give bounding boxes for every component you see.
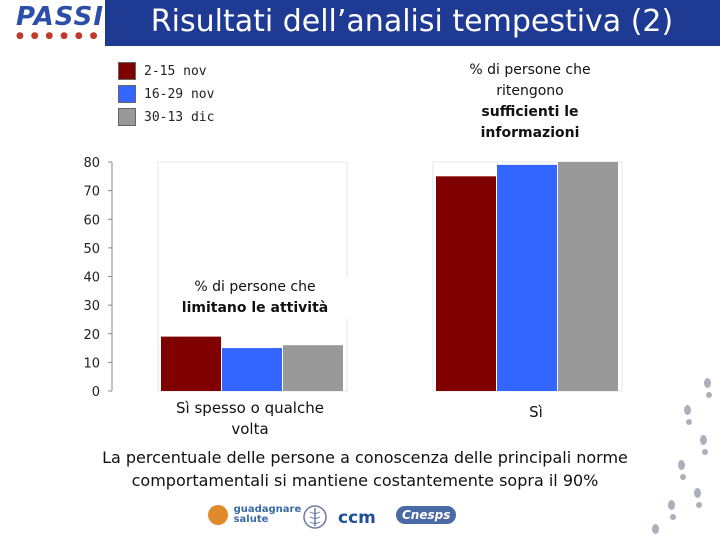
page-title: Risultati dell’analisi tempestiva (2): [150, 4, 674, 39]
logo1-line1: guadagnare: [233, 504, 302, 515]
header-bar: PASSI ● ● ● ● ● ● Risultati dell’analisi…: [0, 0, 720, 46]
caption-line2: comportamentali si mantiene costantement…: [131, 471, 599, 490]
y-tick-label: 0: [92, 385, 100, 400]
legend-label-1: 2-15 nov: [144, 63, 207, 79]
legend-swatch-1: [118, 62, 136, 80]
caption: La percentuale delle persone a conoscenz…: [40, 446, 690, 492]
caduceus-logo: [300, 504, 330, 530]
legend-item-1: 2-15 nov: [118, 62, 207, 80]
y-tick-label: 80: [83, 156, 100, 171]
guadagnare-salute-icon: [208, 505, 228, 525]
ccm-logo: ccm: [338, 508, 376, 528]
category-label-left-line1: Sì spesso o qualche: [176, 399, 324, 417]
annotation-right-line3: sufficienti le: [481, 104, 579, 120]
legend-swatch-3: [118, 108, 136, 126]
y-tick-label: 20: [83, 328, 100, 343]
bar-2-1: [436, 176, 496, 391]
passi-logo: PASSI ● ● ● ● ● ●: [0, 0, 105, 46]
legend-label-2: 16-29 nov: [144, 86, 215, 102]
annotation-left-line1: % di persone che: [194, 279, 316, 295]
annotation-left-line2: limitano le attività: [181, 300, 329, 316]
category-label-left-line2: volta: [231, 420, 269, 438]
annotation-right-line4: informazioni: [480, 125, 580, 141]
caduceus-icon: [303, 505, 327, 529]
legend-label-3: 30-13 dic: [144, 109, 215, 125]
legend-item-2: 16-29 nov: [118, 85, 214, 103]
bar-2-3: [558, 162, 618, 391]
y-tick-label: 10: [83, 356, 100, 371]
guadagnare-salute-logo: guadagnare salute: [208, 505, 301, 525]
y-tick-label: 70: [83, 185, 100, 200]
caption-line1: La percentuale delle persone a conoscenz…: [102, 448, 628, 467]
annotation-right-line1: % di persone che: [469, 62, 591, 78]
logo-text: PASSI: [16, 2, 104, 32]
annotation-attivita: % di persone che limitano le attività: [160, 277, 350, 319]
bar-1-2: [222, 348, 282, 391]
y-tick-label: 50: [83, 242, 100, 257]
category-label-left: Sì spesso o qualche volta: [150, 398, 350, 440]
y-tick-label: 60: [83, 213, 100, 228]
annotation-right-line2: ritengono: [496, 83, 564, 99]
y-tick-label: 30: [83, 299, 100, 314]
bar-1-1: [161, 336, 221, 391]
logo1-line2: salute: [233, 514, 269, 525]
bar-1-3: [283, 345, 343, 391]
legend-item-3: 30-13 dic: [118, 108, 214, 126]
category-label-right: Sì: [529, 403, 543, 421]
legend-swatch-2: [118, 85, 136, 103]
bar-2-2: [497, 164, 557, 391]
y-tick-label: 40: [83, 271, 100, 286]
cnesps-logo: Cnesps: [396, 506, 457, 524]
annotation-informazioni: % di persone che ritengono sufficienti l…: [430, 60, 630, 144]
logo-footprints: ● ● ● ● ● ●: [16, 31, 100, 41]
